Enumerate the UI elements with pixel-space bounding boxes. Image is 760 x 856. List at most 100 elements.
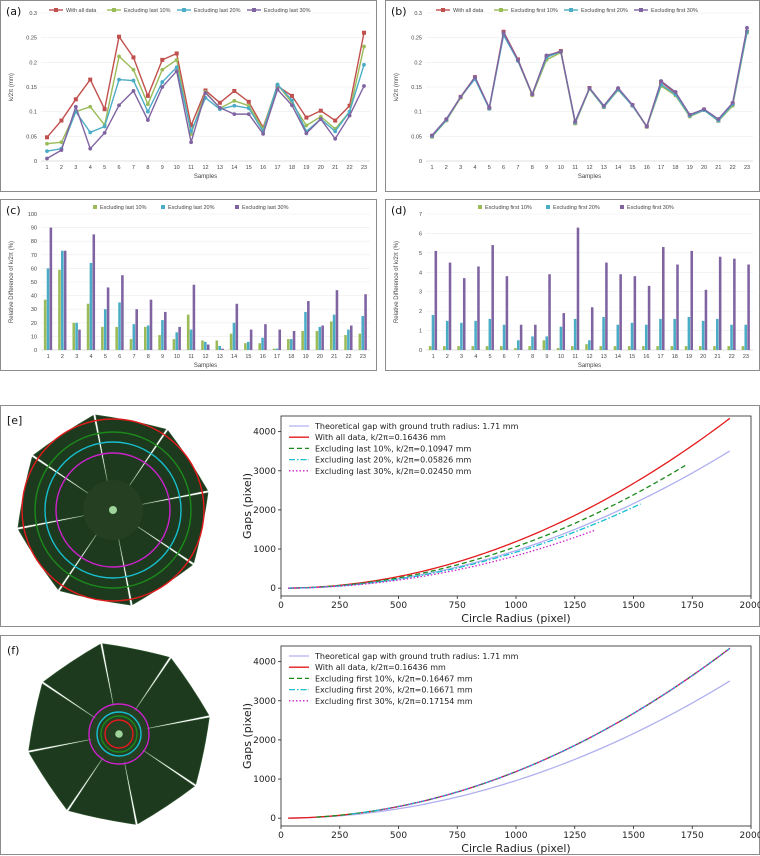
series-curve — [351, 647, 731, 815]
data-point — [530, 92, 535, 97]
panel-label: [e] — [7, 414, 22, 427]
x-axis-label: Samples — [194, 174, 217, 180]
x-tick-label: 10 — [174, 354, 180, 360]
bar — [315, 330, 319, 350]
x-tick-label: 8 — [147, 354, 150, 360]
x-tick-label: 6 — [118, 165, 121, 171]
bar — [445, 320, 449, 350]
x-tick-label: 19 — [687, 165, 693, 171]
bar — [460, 322, 463, 350]
bar — [670, 346, 674, 350]
x-tick-label: 12 — [202, 354, 208, 360]
y-tick-label: 2000 — [253, 736, 276, 746]
x-tick-label: 16 — [260, 165, 266, 171]
data-point — [45, 135, 49, 140]
x-tick-label: 21 — [714, 354, 720, 360]
bar — [218, 345, 221, 350]
data-point — [362, 44, 366, 49]
data-point — [304, 131, 309, 136]
data-point — [88, 104, 93, 109]
x-tick-label: 3 — [74, 165, 77, 171]
panel-c: (c) 0 10 20 30 40 50 60 70 80 90 100 1 2 3 4 5 6 7 8 9 10 11 12… — [0, 199, 377, 371]
radius-circle — [44, 441, 182, 579]
data-point — [59, 118, 64, 123]
data-point — [117, 103, 121, 108]
bar — [519, 324, 523, 350]
x-tick-label: 1500 — [622, 831, 645, 841]
bar — [701, 320, 705, 350]
bar — [287, 339, 290, 350]
data-point — [131, 78, 136, 83]
bar — [178, 326, 181, 350]
panel-f: (f) 0 250 500 750 1000 1250 1500 1750 2000 0 1000 20… — [0, 635, 760, 855]
panel-label: (f) — [7, 644, 19, 657]
x-tick-label: 0 — [278, 831, 284, 841]
data-point — [601, 103, 606, 108]
y-tick-label: 0.2 — [414, 60, 422, 66]
series-line — [431, 29, 748, 137]
x-tick-label: 12 — [586, 354, 592, 360]
y-tick-label: 3000 — [253, 467, 276, 477]
data-point — [587, 86, 592, 90]
y-tick-label: 7 — [419, 212, 422, 218]
legend-label: Theoretical gap with ground truth radius… — [314, 652, 519, 661]
y-axis-label: Gaps (pixel) — [241, 703, 254, 769]
bar — [571, 346, 574, 350]
bar — [75, 322, 78, 350]
bar — [275, 348, 279, 350]
radius-circle — [96, 711, 142, 757]
bar — [189, 329, 193, 350]
legend-label: Excluding last 20% — [194, 8, 241, 14]
x-tick-label: 2 — [446, 354, 449, 360]
plot-frame — [280, 645, 752, 827]
x-tick-label: 18 — [672, 354, 678, 360]
bar — [588, 340, 591, 350]
data-point — [45, 149, 49, 154]
legend-label: Excluding first 20% — [553, 205, 600, 211]
y-axis-label: Relative Difference of k/2π (%) — [9, 241, 15, 323]
bar — [434, 250, 438, 350]
data-point — [131, 67, 136, 72]
legend-marker — [112, 8, 116, 12]
y-tick-label: 4000 — [253, 428, 276, 438]
x-tick-label: 17 — [658, 354, 664, 360]
legend-label: Excluding first 10% — [511, 8, 558, 14]
radius-circle — [34, 431, 192, 589]
x-tick-label: 1250 — [563, 831, 586, 841]
data-point — [160, 67, 165, 72]
data-point — [131, 55, 136, 60]
bar — [627, 346, 631, 350]
bar — [443, 346, 446, 350]
data-point — [644, 124, 649, 129]
x-tick-label: 7 — [132, 354, 135, 360]
legend-label: With all data — [66, 8, 97, 14]
data-point — [189, 129, 193, 134]
bar — [585, 344, 588, 350]
data-point — [145, 93, 150, 98]
bar — [676, 264, 679, 350]
bar — [349, 325, 353, 350]
data-point — [501, 30, 506, 35]
bar — [278, 329, 282, 350]
x-tick-label: 1750 — [681, 831, 704, 841]
data-point — [232, 88, 237, 93]
bar — [289, 339, 293, 350]
x-tick-label: 19 — [303, 165, 309, 171]
y-tick-label: 20 — [31, 321, 37, 327]
data-point — [88, 130, 93, 135]
bar — [103, 309, 107, 350]
bar — [528, 346, 531, 350]
bar — [559, 326, 563, 350]
y-tick-label: 70 — [31, 253, 37, 259]
bar — [132, 324, 136, 350]
legend-marker — [569, 8, 573, 12]
data-point — [516, 57, 520, 62]
legend-label: Excluding first 30%, k/2π=0.17154 mm — [315, 697, 473, 706]
x-tick-label: 11 — [188, 354, 194, 360]
x-tick-label: 10 — [558, 165, 564, 171]
bar — [659, 318, 662, 350]
x-tick-label: 0 — [278, 601, 284, 611]
y-tick-label: 0.1 — [29, 110, 37, 116]
bar — [264, 324, 267, 350]
y-tick-label: 0 — [419, 159, 422, 165]
